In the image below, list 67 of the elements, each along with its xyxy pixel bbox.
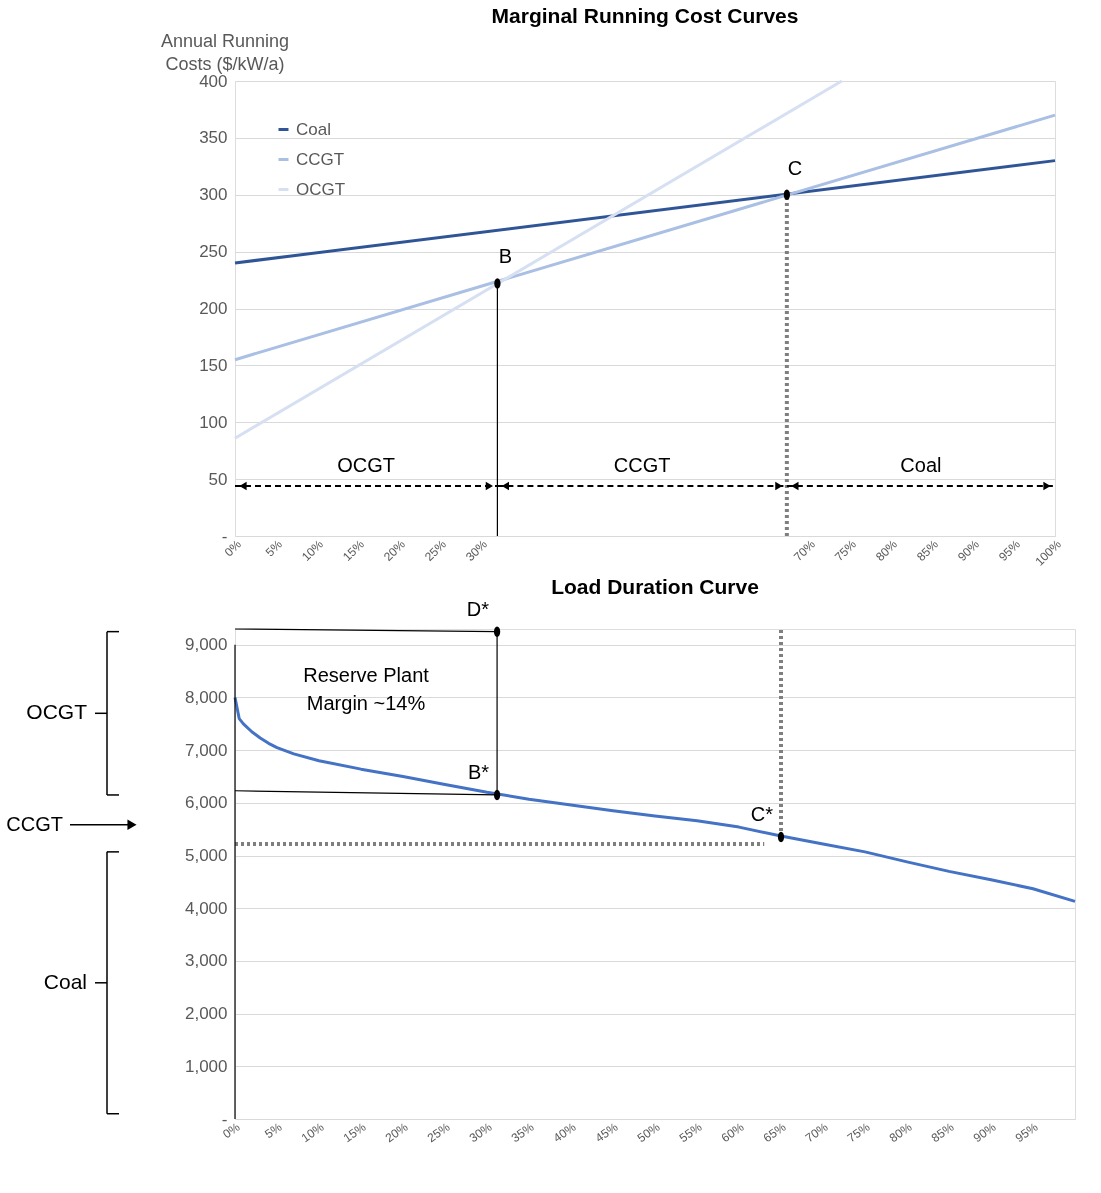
y-tick-label: -	[221, 526, 228, 546]
y-tick-label: 2,000	[184, 1004, 228, 1024]
x-tick-label: 70%	[791, 536, 819, 564]
x-tick-label: 85%	[928, 1119, 957, 1146]
x-tick-label: 5%	[262, 536, 286, 560]
x-tick-label: 15%	[340, 1119, 369, 1146]
y-axis-title: Annual Running Costs ($/kW/a)	[160, 31, 290, 74]
x-tick-label: 85%	[914, 536, 942, 564]
text: OCGT	[26, 700, 88, 724]
x-tick-label: 25%	[422, 536, 450, 564]
x-tick-label: 10%	[299, 536, 327, 564]
y-tick-label: 3,000	[184, 951, 228, 971]
y-tick-label: 1,000	[184, 1056, 228, 1076]
annotation: OCGT	[337, 454, 396, 476]
x-tick-label: 75%	[832, 536, 860, 564]
y-tick-label: 4,000	[184, 898, 228, 918]
annotation: D*	[466, 597, 490, 620]
annotation: CCGT	[613, 454, 671, 476]
annotation: B*	[467, 760, 490, 783]
x-tick-label: 55%	[676, 1119, 705, 1146]
chart-title: Marginal Running Cost Curves	[491, 4, 799, 27]
text: Coal	[43, 969, 87, 993]
x-tick-label: 35%	[508, 1119, 537, 1146]
x-tick-label: 5%	[262, 1119, 285, 1142]
y-tick-label: 150	[199, 355, 228, 375]
y-tick-label: -	[221, 1109, 228, 1129]
x-tick-label: 95%	[1012, 1119, 1041, 1146]
y-tick-label: 9,000	[184, 635, 228, 655]
y-tick-label: 8,000	[184, 687, 228, 707]
annotation: C	[787, 156, 803, 179]
x-tick-label: 40%	[550, 1119, 579, 1146]
legend-label: OCGT	[296, 179, 346, 199]
y-tick-label: 7,000	[184, 740, 228, 760]
x-tick-label: 25%	[424, 1119, 453, 1146]
y-tick-label: 50	[208, 469, 228, 489]
legend-label: CCGT	[296, 149, 345, 169]
x-tick-label: 30%	[466, 1119, 495, 1146]
x-tick-label: 20%	[381, 536, 409, 564]
x-tick-label: 50%	[634, 1119, 663, 1146]
y-tick-label: 350	[199, 128, 228, 148]
x-tick-label: 80%	[873, 536, 901, 564]
y-tick-label: 300	[199, 185, 228, 205]
y-tick-label: 100	[199, 412, 228, 432]
x-tick-label: 65%	[760, 1119, 789, 1146]
x-tick-label: 95%	[996, 536, 1024, 564]
x-tick-label: 10%	[298, 1119, 327, 1146]
y-tick-label: 200	[199, 299, 228, 318]
x-tick-label: 70%	[802, 1119, 831, 1146]
annotation: Coal	[900, 454, 942, 476]
y-tick-label: 6,000	[184, 793, 228, 813]
x-tick-label: 20%	[382, 1119, 411, 1146]
x-tick-label: 90%	[970, 1119, 999, 1146]
x-tick-label: 15%	[340, 536, 368, 564]
annotation: Reserve Plant Margin ~14%	[303, 663, 430, 714]
x-tick-label: 75%	[844, 1119, 873, 1146]
x-tick-label: 30%	[463, 536, 491, 564]
chart-title: Load Duration Curve	[551, 574, 759, 598]
y-tick-label: 250	[199, 242, 228, 262]
x-tick-label: 80%	[886, 1119, 915, 1146]
text: CCGT	[6, 812, 63, 835]
x-tick-label: 90%	[955, 536, 983, 564]
annotation: B	[498, 245, 513, 268]
legend-label: Coal	[296, 119, 331, 139]
annotation: C*	[750, 803, 774, 826]
x-tick-label: 60%	[718, 1119, 747, 1146]
x-tick-label: 45%	[592, 1119, 621, 1146]
y-tick-label: 5,000	[184, 846, 228, 866]
